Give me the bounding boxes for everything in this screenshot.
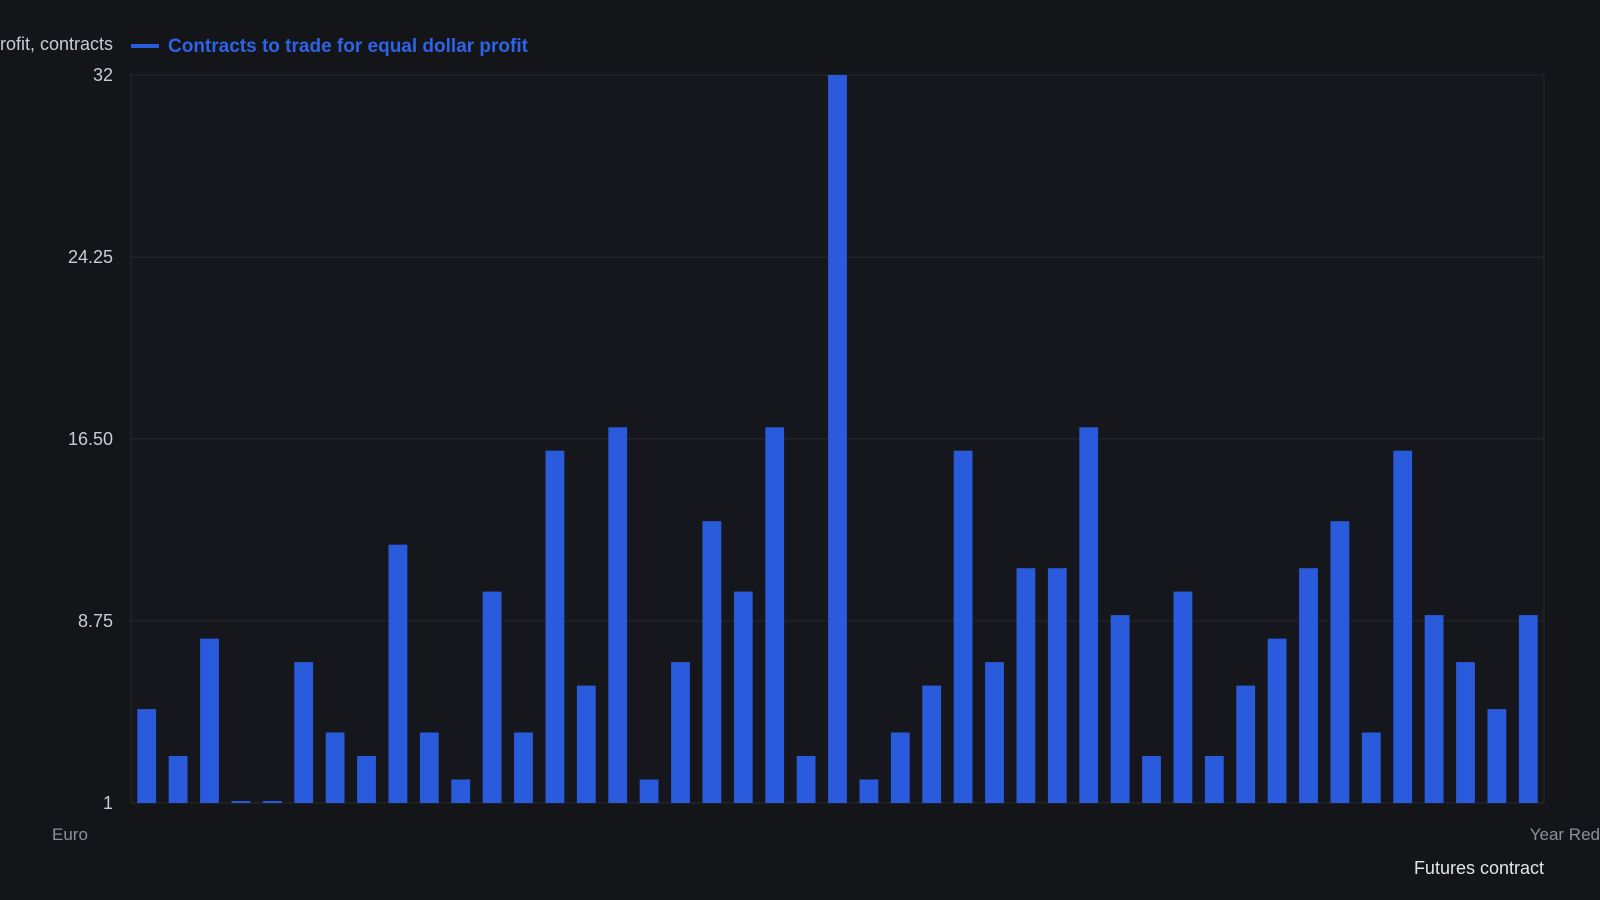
bar bbox=[388, 544, 408, 803]
bar bbox=[1267, 638, 1287, 803]
bar bbox=[1393, 450, 1413, 803]
bar bbox=[1330, 521, 1350, 803]
y-tick-label: 32 bbox=[93, 65, 113, 85]
bar bbox=[1173, 591, 1193, 803]
y-tick-label: 8.75 bbox=[78, 611, 113, 631]
y-tick-label: 1 bbox=[103, 793, 113, 813]
bar bbox=[1361, 732, 1381, 803]
bar bbox=[1047, 568, 1067, 803]
legend-label: Contracts to trade for equal dollar prof… bbox=[168, 36, 529, 57]
bar bbox=[1236, 685, 1256, 803]
y-tick-label: 16.50 bbox=[68, 429, 113, 449]
bar bbox=[545, 450, 565, 803]
y-axis-ticks: 1 8.75 16.50 24.25 32 bbox=[68, 65, 113, 813]
bar bbox=[859, 779, 879, 803]
bar bbox=[1016, 568, 1036, 803]
bar bbox=[482, 591, 502, 803]
last-category-label: Year Red bbox=[1530, 825, 1600, 844]
bar bbox=[702, 521, 722, 803]
bar bbox=[828, 75, 847, 803]
bar bbox=[796, 756, 816, 803]
bar bbox=[325, 732, 345, 803]
bar bbox=[608, 427, 628, 803]
bar bbox=[1518, 615, 1538, 803]
bar bbox=[1487, 709, 1507, 803]
bar bbox=[294, 662, 314, 803]
bar bbox=[671, 662, 690, 803]
bar bbox=[922, 685, 942, 803]
bar bbox=[514, 732, 533, 803]
y-tick-label: 24.25 bbox=[68, 247, 113, 267]
bar bbox=[262, 801, 282, 803]
bar bbox=[1142, 756, 1161, 803]
bar bbox=[639, 779, 659, 803]
bar bbox=[419, 732, 439, 803]
y-axis-label: Contracts to trade for equal dollar prof… bbox=[0, 34, 113, 54]
bar bbox=[1424, 615, 1444, 803]
bar bbox=[890, 732, 910, 803]
bar bbox=[1204, 756, 1224, 803]
bar bbox=[1299, 568, 1318, 803]
first-category-label: Euro bbox=[52, 825, 88, 844]
bar bbox=[1079, 427, 1099, 803]
bar bbox=[357, 756, 376, 803]
bars bbox=[137, 75, 1538, 803]
bar bbox=[231, 801, 251, 803]
bar bbox=[765, 427, 785, 803]
bar bbox=[168, 756, 188, 803]
bar bbox=[576, 685, 596, 803]
bar bbox=[451, 779, 471, 803]
bar bbox=[953, 450, 973, 803]
x-axis-label: Futures contract bbox=[1414, 858, 1544, 878]
bar bbox=[200, 638, 219, 803]
bar bbox=[1110, 615, 1130, 803]
bar bbox=[733, 591, 753, 803]
bar bbox=[137, 709, 157, 803]
bar bbox=[985, 662, 1004, 803]
bar bbox=[1456, 662, 1475, 803]
